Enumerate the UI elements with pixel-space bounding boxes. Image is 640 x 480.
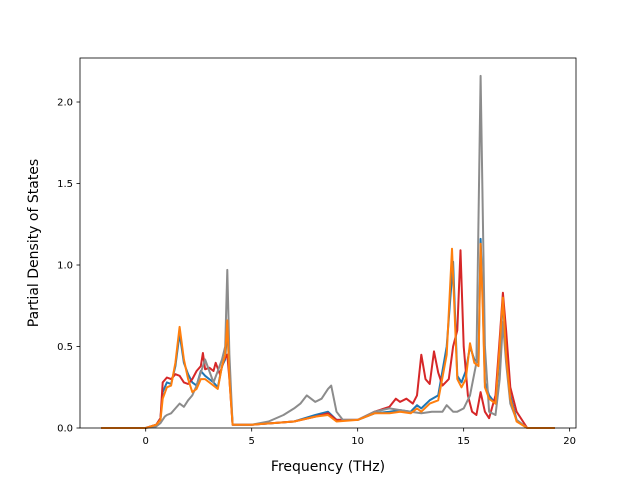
x-tick-label: 10	[351, 436, 364, 447]
y-tick-label: 1.0	[57, 261, 73, 272]
series-line-3	[101, 74, 555, 429]
x-tick-label: 20	[563, 436, 576, 447]
y-tick-label: 0.5	[57, 342, 73, 353]
y-tick-label: 2.0	[57, 98, 73, 109]
series-line-4	[101, 242, 555, 429]
y-tick-label: 1.5	[57, 179, 73, 190]
x-axis: 0 5 10 15 20	[143, 428, 576, 447]
plot-frame	[79, 57, 577, 429]
x-tick-label: 15	[457, 436, 470, 447]
y-axis: 0.0 0.5 1.0 1.5 2.0	[57, 98, 80, 435]
y-axis-label: Partial Density of States	[26, 159, 42, 327]
x-tick-label: 5	[249, 436, 255, 447]
x-axis-label: Frequency (THz)	[271, 459, 385, 475]
series-layer	[101, 74, 555, 429]
y-tick-label: 0.0	[57, 424, 73, 435]
x-tick-label: 0	[143, 436, 149, 447]
